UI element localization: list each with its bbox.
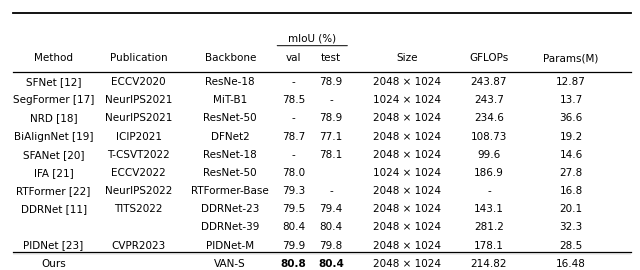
Text: 78.1: 78.1 [319,150,343,160]
Text: 12.87: 12.87 [556,77,586,87]
Text: PIDNet [23]: PIDNet [23] [24,241,84,251]
Text: GFLOPs: GFLOPs [469,53,509,63]
Text: -: - [330,95,333,105]
Text: 78.7: 78.7 [282,131,305,141]
Text: 78.5: 78.5 [282,95,305,105]
Text: 214.82: 214.82 [470,259,507,269]
Text: SFNet [12]: SFNet [12] [26,77,81,87]
Text: TITS2022: TITS2022 [115,204,163,214]
Text: CVPR2023: CVPR2023 [111,241,166,251]
Text: 36.6: 36.6 [559,113,582,123]
Text: 2048 × 1024: 2048 × 1024 [373,241,441,251]
Text: 186.9: 186.9 [474,168,504,178]
Text: SegFormer [17]: SegFormer [17] [13,95,94,105]
Text: ResNet-50: ResNet-50 [204,113,257,123]
Text: ECCV2020: ECCV2020 [111,77,166,87]
Text: Size: Size [396,53,418,63]
Text: 79.4: 79.4 [319,204,343,214]
Text: 16.8: 16.8 [559,186,582,196]
Text: 19.2: 19.2 [559,131,582,141]
Text: ECCV2022: ECCV2022 [111,168,166,178]
Text: ICIP2021: ICIP2021 [116,131,162,141]
FancyBboxPatch shape [13,253,631,270]
Text: DDRNet-23: DDRNet-23 [201,204,259,214]
Text: 78.0: 78.0 [282,168,305,178]
Text: 1024 × 1024: 1024 × 1024 [373,168,441,178]
Text: 99.6: 99.6 [477,150,500,160]
Text: -: - [291,150,295,160]
Text: 80.4: 80.4 [319,222,343,232]
Text: 108.73: 108.73 [471,131,507,141]
Text: 20.1: 20.1 [559,204,582,214]
Text: 80.4: 80.4 [318,259,344,269]
Text: -: - [291,113,295,123]
Text: DFNet2: DFNet2 [211,131,250,141]
Text: SFANet [20]: SFANet [20] [23,150,84,160]
Text: BiAlignNet [19]: BiAlignNet [19] [14,131,93,141]
Text: IFA [21]: IFA [21] [34,168,74,178]
Text: T-CSVT2022: T-CSVT2022 [108,150,170,160]
Text: 79.9: 79.9 [282,241,305,251]
Text: 78.9: 78.9 [319,113,343,123]
Text: 281.2: 281.2 [474,222,504,232]
Text: 2048 × 1024: 2048 × 1024 [373,259,441,269]
Text: RTFormer [22]: RTFormer [22] [17,186,91,196]
Text: NeurIPS2021: NeurIPS2021 [105,95,172,105]
Text: Params(M): Params(M) [543,53,598,63]
Text: -: - [330,186,333,196]
Text: 27.8: 27.8 [559,168,582,178]
Text: 243.87: 243.87 [470,77,507,87]
Text: 16.48: 16.48 [556,259,586,269]
Text: 80.4: 80.4 [282,222,305,232]
Text: 79.3: 79.3 [282,186,305,196]
Text: 178.1: 178.1 [474,241,504,251]
Text: ResNet-50: ResNet-50 [204,168,257,178]
Text: mIoU (%): mIoU (%) [288,33,337,43]
Text: -: - [487,186,491,196]
Text: NeurIPS2021: NeurIPS2021 [105,113,172,123]
Text: 13.7: 13.7 [559,95,582,105]
Text: 243.7: 243.7 [474,95,504,105]
Text: Ours: Ours [41,259,66,269]
Text: ResNe-18: ResNe-18 [205,77,255,87]
Text: ResNet-18: ResNet-18 [204,150,257,160]
Text: 2048 × 1024: 2048 × 1024 [373,77,441,87]
Text: 2048 × 1024: 2048 × 1024 [373,113,441,123]
Text: NeurIPS2022: NeurIPS2022 [105,186,172,196]
Text: 78.9: 78.9 [319,77,343,87]
Text: test: test [321,53,341,63]
Text: PIDNet-M: PIDNet-M [206,241,254,251]
Text: 2048 × 1024: 2048 × 1024 [373,131,441,141]
Text: Method: Method [34,53,73,63]
Text: 1024 × 1024: 1024 × 1024 [373,95,441,105]
Text: -: - [291,77,295,87]
Text: 79.8: 79.8 [319,241,343,251]
Text: val: val [285,53,301,63]
Text: 32.3: 32.3 [559,222,582,232]
Text: DDRNet-39: DDRNet-39 [201,222,259,232]
Text: Backbone: Backbone [205,53,256,63]
Text: 2048 × 1024: 2048 × 1024 [373,186,441,196]
Text: 77.1: 77.1 [319,131,343,141]
Text: 2048 × 1024: 2048 × 1024 [373,204,441,214]
Text: MiT-B1: MiT-B1 [213,95,248,105]
Text: 234.6: 234.6 [474,113,504,123]
Text: 143.1: 143.1 [474,204,504,214]
Text: NRD [18]: NRD [18] [30,113,77,123]
Text: 80.8: 80.8 [280,259,306,269]
Text: 2048 × 1024: 2048 × 1024 [373,150,441,160]
Text: 14.6: 14.6 [559,150,582,160]
Text: RTFormer-Base: RTFormer-Base [191,186,269,196]
Text: VAN-S: VAN-S [214,259,246,269]
Text: 79.5: 79.5 [282,204,305,214]
Text: 2048 × 1024: 2048 × 1024 [373,222,441,232]
Text: DDRNet [11]: DDRNet [11] [20,204,86,214]
Text: 28.5: 28.5 [559,241,582,251]
Text: Publication: Publication [110,53,168,63]
